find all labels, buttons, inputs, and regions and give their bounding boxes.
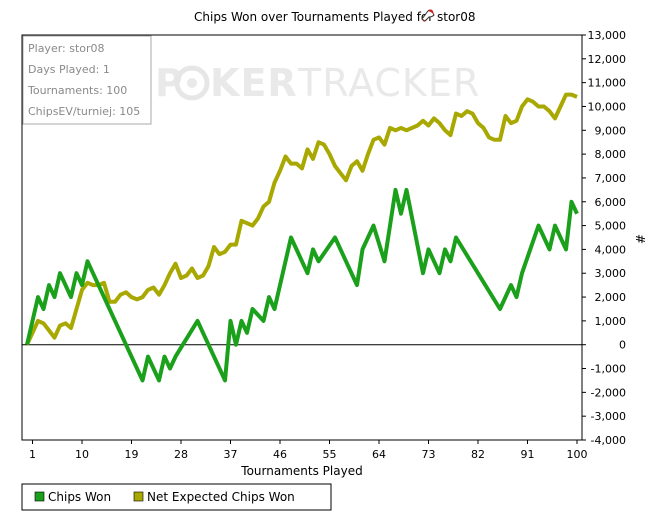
y-tick-label: 8,000	[595, 148, 627, 161]
y-axis-title: #	[633, 234, 647, 244]
y-tick-label: 6,000	[595, 196, 627, 209]
x-axis-title: Tournaments Played	[240, 464, 362, 478]
chart-title-player: stor08	[437, 10, 476, 24]
legend-label-net-expected: Net Expected Chips Won	[147, 490, 295, 504]
x-tick-label: 100	[567, 448, 588, 461]
y-tick-label: 1,000	[595, 315, 627, 328]
x-tick-label: 28	[174, 448, 188, 461]
info-tournaments: Tournaments: 100	[27, 84, 127, 97]
svg-text:P: P	[155, 61, 184, 105]
legend-swatch-chips-won	[34, 491, 45, 502]
svg-text:KER: KER	[210, 61, 298, 105]
pokertracker-watermark: P KER TRACKER	[155, 61, 480, 105]
y-tick-label: 0	[619, 339, 626, 352]
series-line-net-expected	[25, 92, 578, 346]
x-tick-label: 73	[422, 448, 436, 461]
y-tick-label: 2,000	[595, 291, 627, 304]
y-tick-label: -3,000	[591, 410, 626, 423]
pokertracker-player-icon	[421, 9, 435, 22]
svg-text:TRACKER: TRACKER	[297, 61, 480, 105]
y-tick-label: 5,000	[595, 220, 627, 233]
poker-chip-logo-icon	[174, 65, 210, 101]
info-days-played: Days Played: 1	[28, 63, 110, 76]
series-line-chips-won	[25, 187, 579, 383]
chart-title: Chips Won over Tournaments Played for	[194, 10, 433, 24]
x-tick-label: 1	[29, 448, 36, 461]
x-tick-label: 91	[521, 448, 535, 461]
y-tick-label: 10,000	[588, 100, 627, 113]
info-player: Player: stor08	[28, 42, 105, 55]
y-tick-label: -2,000	[591, 386, 626, 399]
legend-swatch-net-expected	[133, 491, 144, 502]
player-info-box: Player: stor08 Days Played: 1 Tournament…	[22, 35, 152, 125]
y-tick-label: 9,000	[595, 124, 627, 137]
y-tick-label: 3,000	[595, 267, 627, 280]
y-tick-label: -1,000	[591, 363, 626, 376]
y-tick-label: 11,000	[588, 77, 627, 90]
legend-label-chips-won: Chips Won	[48, 490, 111, 504]
legend-box	[21, 483, 332, 511]
y-tick-label: 7,000	[595, 172, 627, 185]
x-tick-label: 82	[471, 448, 485, 461]
y-tick-label: 13,000	[588, 29, 627, 42]
legend: Chips Won Net Expected Chips Won	[21, 483, 332, 511]
x-tick-label: 10	[75, 448, 89, 461]
y-tick-label: 4,000	[595, 243, 627, 256]
y-tick-label: 12,000	[588, 53, 627, 66]
info-chips-ev: ChipsEV/turniej: 105	[28, 105, 140, 118]
x-tick-label: 19	[125, 448, 139, 461]
x-tick-label: 46	[273, 448, 287, 461]
y-tick-label: -4,000	[591, 434, 626, 447]
x-tick-label: 64	[372, 448, 386, 461]
x-tick-label: 37	[224, 448, 238, 461]
x-tick-label: 55	[323, 448, 337, 461]
